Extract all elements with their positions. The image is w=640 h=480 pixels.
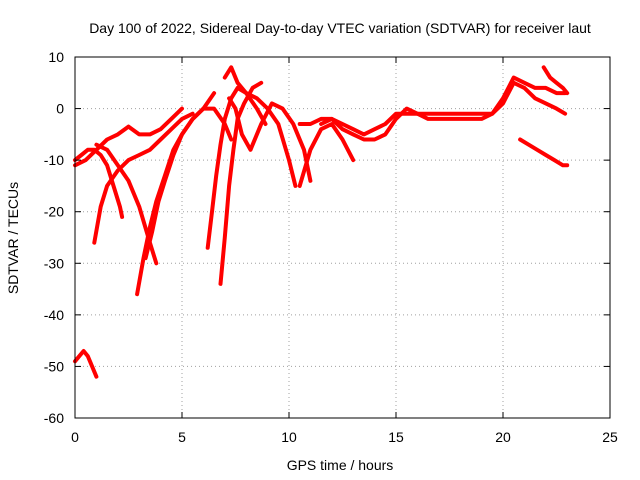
series-arc-11 [297, 122, 356, 188]
y-tick-label: -10 [44, 152, 64, 168]
y-tick-label: -60 [44, 410, 64, 426]
x-tick-label: 15 [388, 429, 404, 445]
x-axis-label: GPS time / hours [287, 457, 394, 473]
data-series [73, 65, 570, 379]
x-tick-label: 20 [495, 429, 511, 445]
series-arc-8 [218, 80, 264, 286]
series-arc-3 [92, 111, 195, 245]
x-tick-label: 0 [71, 429, 79, 445]
series-arc-13 [319, 75, 568, 142]
x-tick-label: 5 [178, 429, 186, 445]
series-arc-1 [73, 106, 184, 168]
series-arc-16 [73, 349, 99, 379]
y-tick-label: 10 [48, 49, 64, 65]
series-arc-7 [205, 85, 268, 250]
y-tick-label: -30 [44, 255, 64, 271]
y-tick-label: -40 [44, 307, 64, 323]
series-arc-10 [227, 96, 313, 183]
grid-lines [75, 57, 610, 418]
series-arc-12 [297, 80, 568, 137]
plot-frame [74, 56, 611, 419]
y-tick-label: -20 [44, 204, 64, 220]
y-axis-label: SDTVAR / TECUs [5, 182, 21, 294]
series-arc-15 [518, 137, 570, 168]
x-tick-label: 25 [602, 429, 618, 445]
series-arc-2 [73, 147, 125, 219]
axis-ticks: 0 5 10 15 20 25 10 0 -10 -20 -30 -40 -50 -60 [44, 49, 618, 445]
y-tick-label: 0 [56, 101, 64, 117]
series-arc-9 [222, 65, 298, 188]
y-tick-label: -50 [44, 358, 64, 374]
series-arc-14 [541, 65, 570, 96]
chart-title: Day 100 of 2022, Sidereal Day-to-day VTE… [89, 20, 591, 36]
x-tick-label: 10 [281, 429, 297, 445]
series-arc-6 [143, 106, 234, 261]
